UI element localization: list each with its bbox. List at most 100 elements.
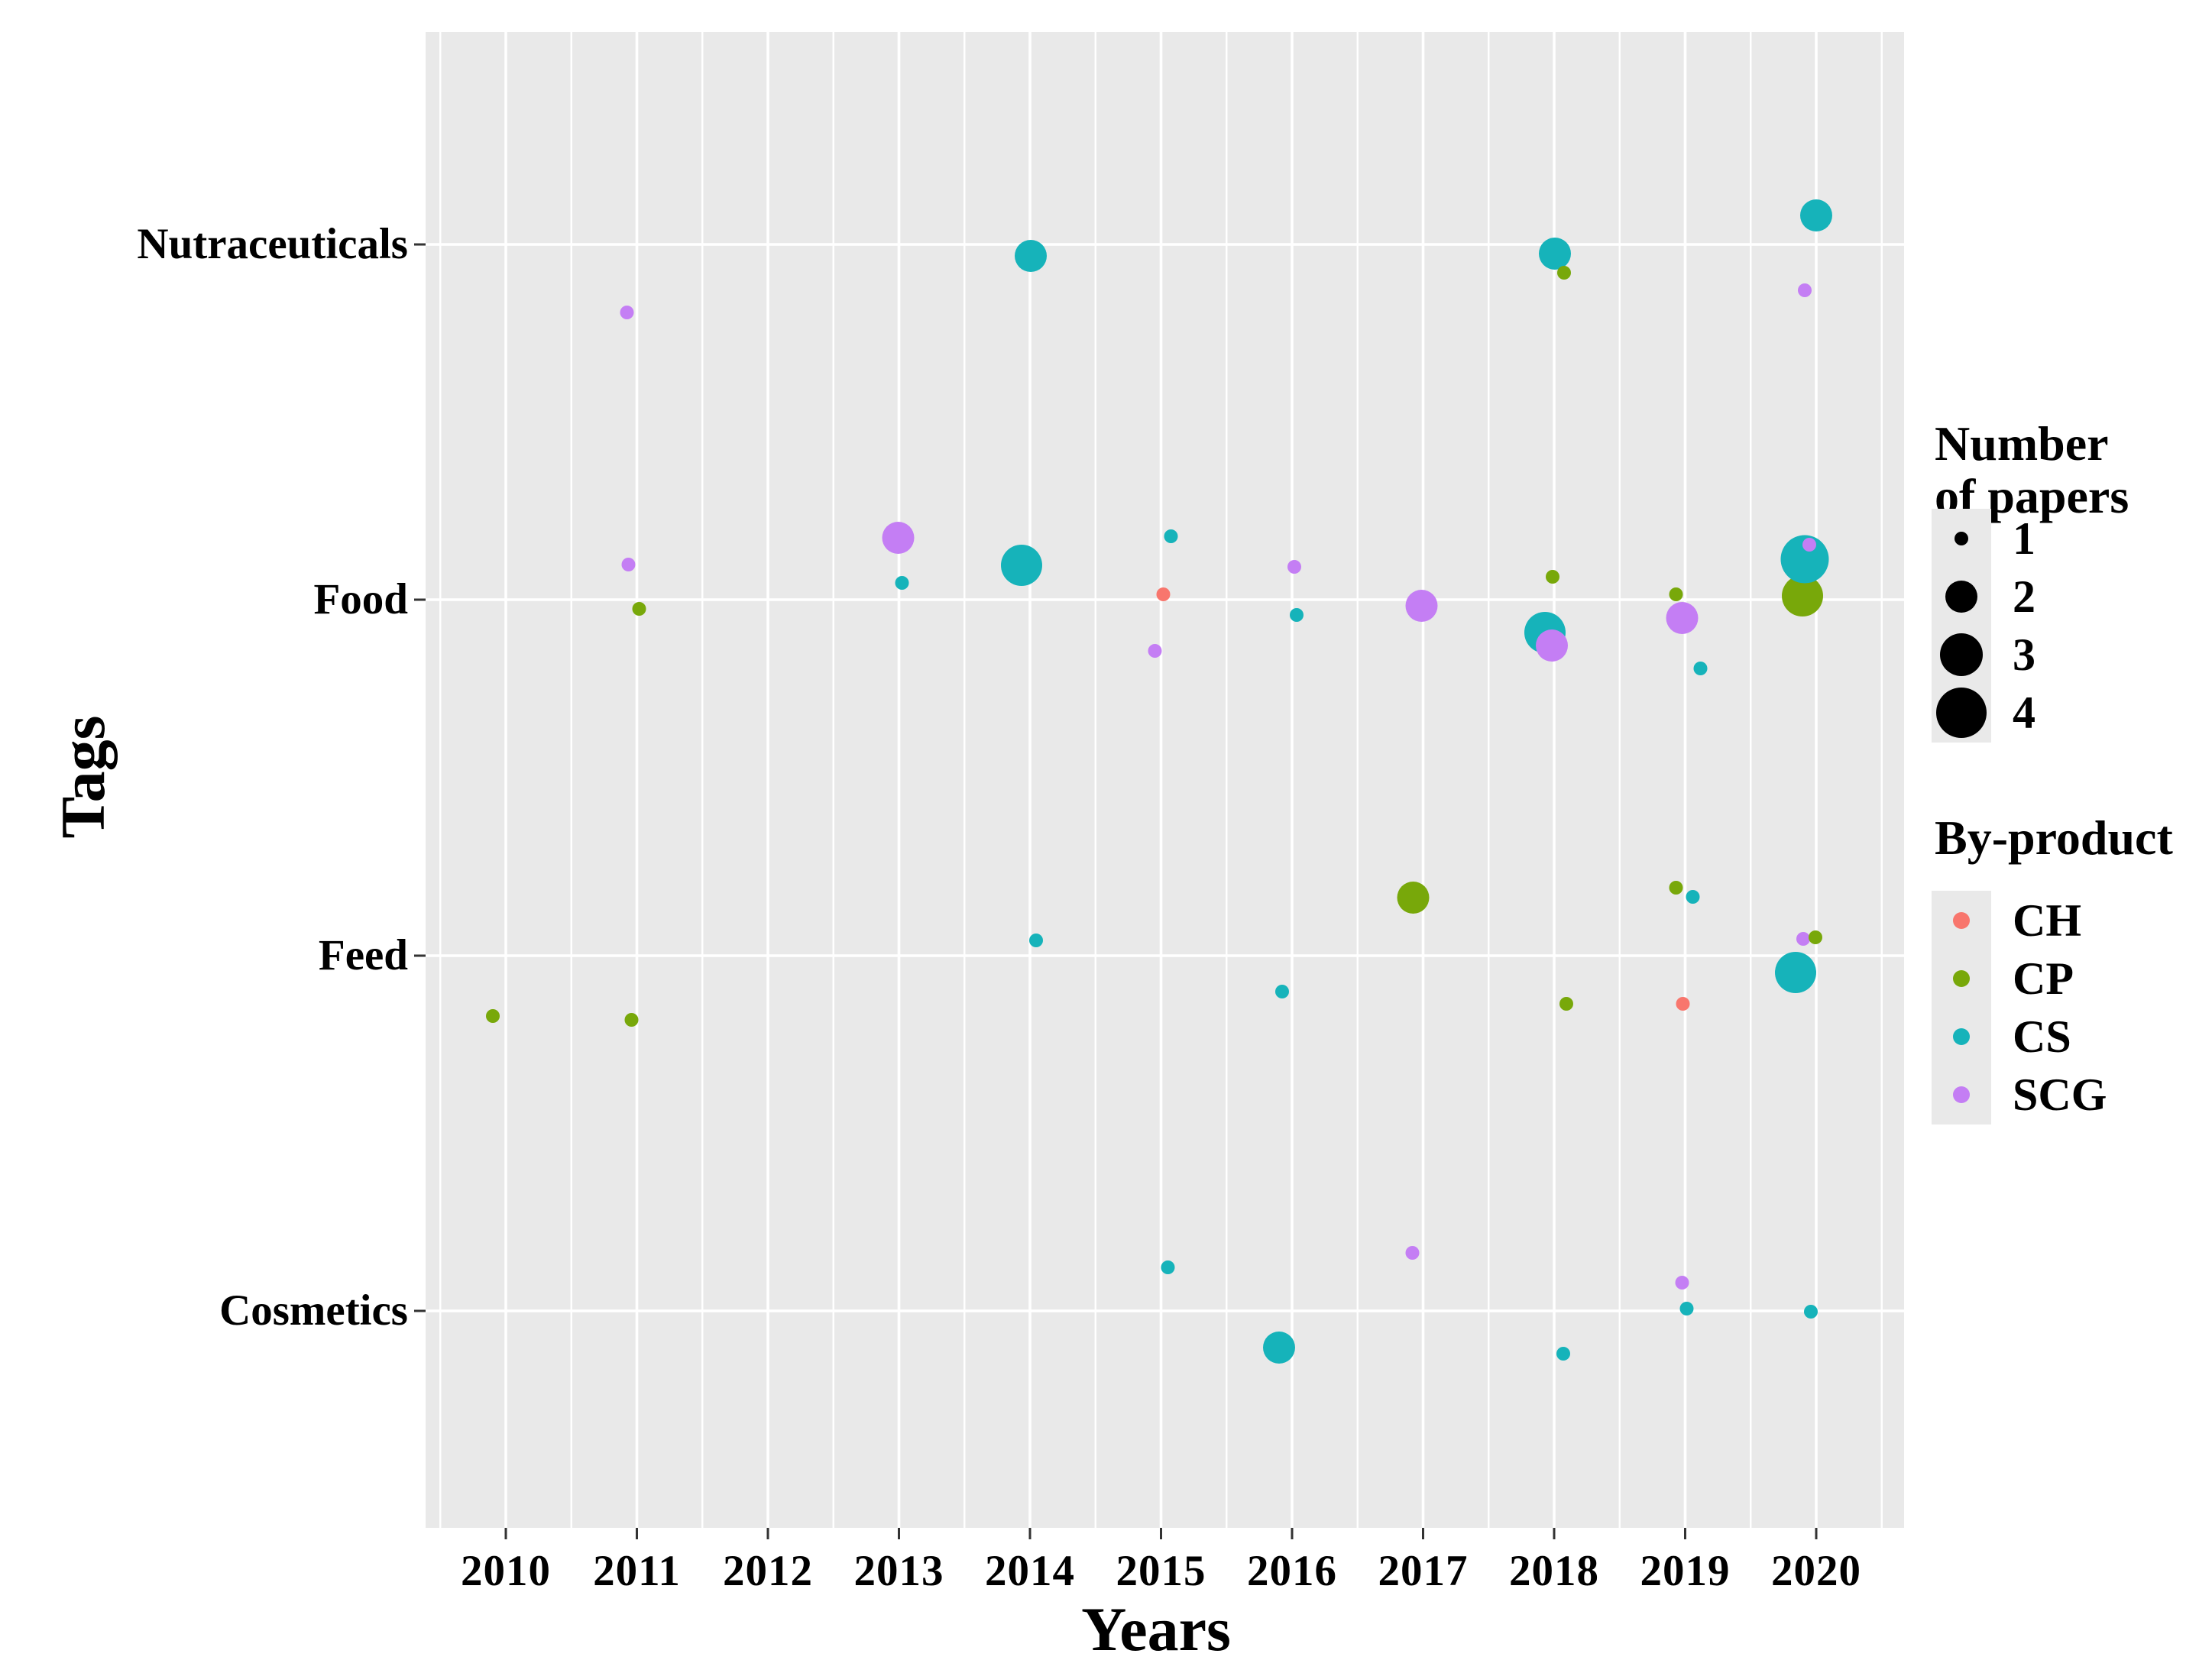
size-legend-key: 3	[1932, 625, 2035, 684]
data-point	[1148, 644, 1162, 658]
byproduct-key-dot	[1953, 970, 1970, 987]
legend-key-tile	[1932, 567, 1991, 626]
byproduct-key-label: CS	[2013, 1011, 2071, 1062]
legend-key-tile	[1932, 1007, 1991, 1066]
data-point	[1156, 587, 1171, 601]
byproduct-key-label: CP	[2013, 953, 2074, 1004]
data-point	[1780, 535, 1829, 584]
data-point	[1804, 1305, 1818, 1319]
size-legend-key: 1	[1932, 509, 2035, 568]
x-tick-label: 2010	[461, 1547, 551, 1595]
size-legend-key: 2	[1932, 567, 2035, 626]
data-point	[1782, 575, 1823, 616]
data-point	[1397, 882, 1430, 914]
data-point	[1029, 934, 1043, 947]
data-point	[1666, 602, 1699, 634]
color-legend-title: By-product	[1935, 811, 2173, 865]
data-point	[1015, 240, 1047, 272]
y-tick-label: Nutraceuticals	[137, 220, 408, 268]
data-point	[1693, 662, 1708, 675]
data-point	[1161, 1260, 1175, 1274]
x-tick-label: 2015	[1116, 1547, 1206, 1595]
x-tick-label: 2016	[1247, 1547, 1337, 1595]
legend-key-tile	[1932, 891, 1991, 950]
legend-key-tile	[1932, 509, 1991, 568]
data-point	[1798, 283, 1812, 297]
size-key-label: 1	[2013, 513, 2035, 564]
x-tick-label: 2014	[985, 1547, 1075, 1595]
byproduct-legend-key: CS	[1932, 1007, 2071, 1066]
byproduct-key-dot	[1953, 912, 1970, 929]
x-tick-label: 2011	[593, 1547, 681, 1595]
x-tick-label: 2018	[1509, 1547, 1599, 1595]
x-tick-label: 2017	[1378, 1547, 1469, 1595]
data-point	[1263, 1332, 1295, 1364]
byproduct-legend-key: CP	[1932, 949, 2074, 1008]
x-tick-label: 2020	[1771, 1547, 1861, 1595]
legend-key-tile	[1932, 1065, 1991, 1125]
size-key-dot	[1940, 633, 1983, 676]
data-point	[1546, 570, 1559, 584]
x-tick-label: 2013	[853, 1547, 944, 1595]
size-key-dot	[1945, 581, 1977, 613]
data-points	[486, 199, 1832, 1364]
data-point	[895, 576, 909, 590]
legend-key-tile	[1932, 683, 1991, 743]
data-point	[620, 306, 634, 319]
size-key-label: 3	[2013, 629, 2035, 680]
byproduct-legend-key: SCG	[1932, 1065, 2107, 1125]
data-point	[1802, 538, 1816, 552]
data-point	[1796, 932, 1810, 946]
size-key-label: 2	[2013, 571, 2035, 622]
byproduct-key-label: CH	[2013, 895, 2081, 946]
data-point	[1775, 952, 1816, 993]
data-point	[1275, 985, 1289, 998]
x-tick-label: 2019	[1640, 1547, 1731, 1595]
data-point	[1539, 238, 1571, 270]
data-point	[632, 602, 646, 616]
size-legend-title-line1: Number	[1935, 416, 2109, 471]
data-point	[1675, 1276, 1689, 1290]
data-point	[1557, 266, 1571, 280]
data-point	[1669, 881, 1683, 895]
y-axis-title: Tags	[48, 715, 118, 839]
size-legend-title: Number of papers	[1935, 417, 2129, 523]
y-tick-label: Food	[313, 575, 408, 623]
size-key-label: 4	[2013, 688, 2035, 738]
y-tick-label: Cosmetics	[219, 1286, 408, 1335]
data-point	[1809, 930, 1822, 944]
legend-key-tile	[1932, 625, 1991, 684]
size-legend-key: 4	[1932, 683, 2035, 743]
data-point	[882, 522, 915, 554]
data-point	[1800, 199, 1832, 231]
legend: Number of papers 1 2 3 4 By-product CH CP CS S…	[1925, 0, 2212, 1673]
data-point	[621, 558, 636, 571]
byproduct-legend-key: CH	[1932, 891, 2081, 950]
x-axis-title: Years	[1081, 1594, 1231, 1664]
data-point	[1405, 1246, 1420, 1260]
data-point	[624, 1013, 639, 1027]
panel-rect	[426, 32, 1904, 1528]
data-point	[1556, 1347, 1570, 1361]
data-point	[1536, 629, 1568, 662]
size-key-dot	[1955, 532, 1968, 545]
data-point	[1679, 1302, 1694, 1315]
byproduct-key-label: SCG	[2013, 1069, 2107, 1120]
data-point	[1001, 545, 1042, 586]
data-point	[1287, 560, 1301, 574]
panel-background	[426, 32, 1904, 1528]
y-tick-label: Feed	[318, 931, 408, 979]
axis-ticks	[414, 243, 1818, 1539]
byproduct-key-dot	[1953, 1086, 1970, 1103]
x-tick-label: 2012	[723, 1547, 813, 1595]
data-point	[1164, 529, 1178, 543]
data-point	[1559, 997, 1573, 1011]
data-point	[1405, 590, 1438, 622]
size-key-dot	[1936, 688, 1987, 738]
gridlines	[426, 32, 1904, 1528]
data-point	[1669, 587, 1683, 601]
data-point	[1290, 608, 1304, 622]
byproduct-key-dot	[1953, 1028, 1970, 1045]
